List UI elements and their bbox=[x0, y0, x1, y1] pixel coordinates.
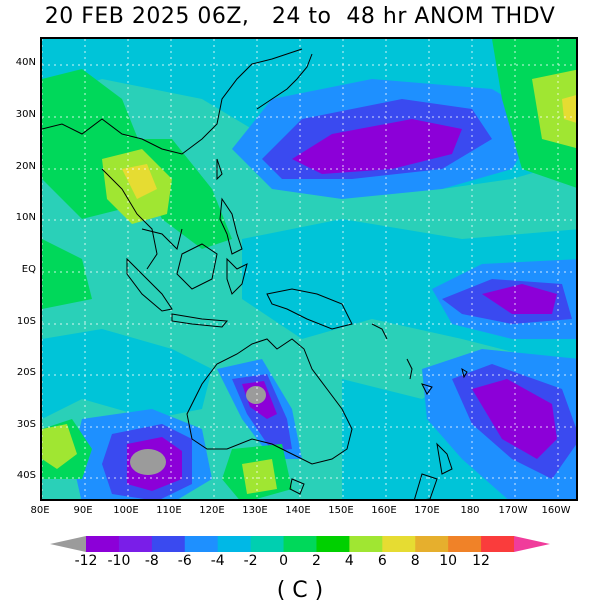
colorbar-cell bbox=[217, 536, 252, 552]
contour-yellow-northeast bbox=[562, 95, 576, 123]
map-title: 20 FEB 2025 06Z, 24 to 48 hr ANOM THDV bbox=[44, 4, 556, 29]
lat-label-40n: 40N bbox=[15, 57, 36, 68]
coastline-gulf-thailand bbox=[141, 228, 183, 250]
lon-label-110e: 110E bbox=[156, 505, 182, 516]
colorbar-cell bbox=[250, 536, 285, 552]
lat-label-20s: 20S bbox=[16, 367, 36, 378]
colorbar-tick-label: -4 bbox=[210, 553, 225, 569]
lon-label-170e: 170E bbox=[414, 505, 440, 516]
coastline-sumatra bbox=[126, 257, 173, 312]
contour-purple-equatorial bbox=[482, 284, 557, 314]
lon-label-120e: 120E bbox=[199, 505, 225, 516]
coastlines bbox=[42, 48, 468, 499]
colorbar-cell bbox=[118, 536, 153, 552]
colorbar-cell bbox=[316, 536, 350, 552]
lon-label-140e: 140E bbox=[285, 505, 311, 516]
coastline-taiwan bbox=[216, 158, 223, 181]
coastline-japan bbox=[256, 53, 313, 110]
contour-yellowgreen-west bbox=[42, 424, 77, 469]
coastline-solomons bbox=[371, 323, 388, 340]
lat-label-10n: 10N bbox=[15, 212, 36, 223]
colorbar-arrow-low bbox=[50, 536, 86, 552]
colorbar-cell bbox=[86, 536, 120, 552]
coastline-new-caledonia bbox=[421, 383, 433, 395]
colorbar-cell bbox=[415, 536, 449, 552]
contour-purple-northpacific bbox=[292, 119, 462, 174]
colorbar-tick-label: 8 bbox=[410, 553, 420, 569]
lon-label-130e: 130E bbox=[242, 505, 268, 516]
colorbar-tick-label: -12 bbox=[74, 553, 98, 569]
colorbar-cell bbox=[184, 536, 219, 552]
coastline-sulawesi bbox=[226, 257, 248, 295]
lon-label-90e: 90E bbox=[73, 505, 93, 516]
coastline-asia bbox=[42, 48, 303, 155]
colorbar-tick-label: -6 bbox=[177, 553, 192, 569]
lat-label-30n: 30N bbox=[15, 109, 36, 120]
colorbar-tick-label: 0 bbox=[279, 553, 288, 569]
contour-yellowgreen-northeast bbox=[532, 69, 576, 148]
coastline-nz-south bbox=[414, 473, 438, 499]
colorbar-arrow-high bbox=[514, 536, 550, 552]
contour-yellow-indochina bbox=[122, 164, 157, 199]
lat-label-30s: 30S bbox=[16, 419, 36, 430]
units-label: ( C ) bbox=[276, 578, 324, 603]
colorbar-cell bbox=[283, 536, 317, 552]
contour-yellowgreen-southaustralia bbox=[242, 459, 277, 494]
lon-label-180: 180 bbox=[460, 505, 480, 516]
coastline-java bbox=[171, 313, 229, 328]
colorbar-cells bbox=[50, 536, 550, 552]
anomaly-map bbox=[40, 37, 578, 501]
lon-label-160w: 160W bbox=[541, 505, 571, 516]
colorbar-tick-label: 6 bbox=[377, 553, 387, 569]
coastline-new-guinea bbox=[266, 288, 353, 330]
colorbar-tick-label: 2 bbox=[311, 553, 321, 569]
coastline-vanuatu bbox=[406, 358, 413, 380]
colorbar-cell bbox=[481, 536, 515, 552]
lon-label-160e: 160E bbox=[371, 505, 397, 516]
lat-label-40s: 40S bbox=[16, 470, 36, 481]
lon-label-100e: 100E bbox=[113, 505, 139, 516]
coastline-borneo bbox=[176, 243, 218, 290]
colorbar-tick-label: -2 bbox=[243, 553, 258, 569]
coastline-fiji bbox=[461, 367, 468, 379]
lon-label-80e: 80E bbox=[30, 505, 50, 516]
lat-label-eq: EQ bbox=[21, 264, 36, 275]
coastline-tasmania bbox=[289, 478, 305, 495]
coastline-australia bbox=[186, 338, 353, 465]
colorbar-cell bbox=[382, 536, 416, 552]
colorbar-tick-label: -8 bbox=[144, 553, 159, 569]
lat-label-10s: 10S bbox=[16, 316, 36, 327]
coastline-indochina bbox=[101, 168, 158, 270]
colorbar-cell bbox=[448, 536, 482, 552]
coastline-philippines bbox=[219, 197, 243, 255]
colorbar-tick-label: 4 bbox=[344, 553, 354, 569]
colorbar-cell bbox=[151, 536, 186, 552]
colorbar-tick-label: 12 bbox=[472, 553, 490, 569]
colorbar-tick-label: 10 bbox=[439, 553, 458, 569]
lon-label-150e: 150E bbox=[328, 505, 354, 516]
coastline-nz-north bbox=[436, 442, 453, 475]
contour-green-equator-west bbox=[42, 239, 92, 309]
colorbar-tick-label: -10 bbox=[107, 553, 131, 569]
lon-label-170w: 170W bbox=[498, 505, 528, 516]
lat-label-20n: 20N bbox=[15, 161, 36, 172]
anomaly-map-svg bbox=[42, 39, 576, 499]
colorbar bbox=[50, 536, 550, 552]
contour-grey-southindian bbox=[130, 449, 166, 475]
colorbar-cell bbox=[349, 536, 383, 552]
contour-grey-australia bbox=[246, 386, 266, 404]
